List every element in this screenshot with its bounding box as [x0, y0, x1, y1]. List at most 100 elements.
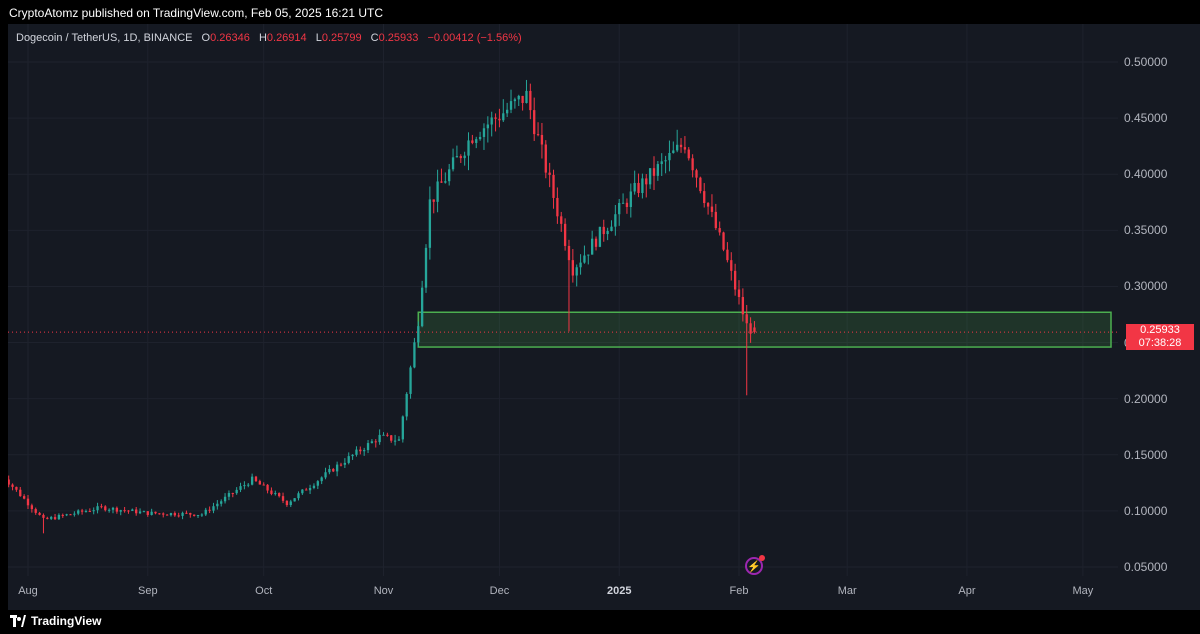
candle-body — [598, 226, 602, 247]
candle-body — [332, 468, 335, 472]
candle-body — [710, 206, 714, 212]
candle-body — [714, 211, 717, 229]
candle-body — [366, 443, 370, 451]
candle-body — [138, 511, 142, 514]
candle-body — [494, 117, 497, 119]
candle-body — [107, 509, 111, 511]
candle-body — [679, 144, 683, 148]
time-tick-label: Aug — [18, 585, 38, 597]
candle-body — [57, 514, 61, 520]
time-tick-label: Nov — [373, 585, 394, 597]
candle-body — [204, 509, 207, 515]
candle-body — [417, 326, 420, 343]
close-value: 0.25933 — [378, 32, 419, 44]
candle-body — [664, 160, 667, 162]
candle-body — [308, 487, 312, 491]
candle-body — [413, 342, 416, 368]
candle-body — [621, 202, 625, 204]
candle-body — [668, 152, 671, 161]
candle-body — [656, 164, 660, 176]
time-tick-label: 2025 — [606, 585, 632, 597]
candle-body — [645, 178, 648, 185]
candle-body — [405, 393, 408, 417]
candle-body — [343, 462, 347, 465]
candle-body — [316, 481, 319, 486]
candle-body — [699, 177, 702, 192]
candle-body — [575, 267, 578, 276]
change-value: −0.00412 (−1.56%) — [427, 32, 522, 44]
candle-body — [490, 117, 493, 125]
candle-body — [459, 156, 462, 159]
footer: TradingView — [0, 610, 1200, 634]
time-tick-label: Sep — [137, 585, 158, 597]
candle-body — [335, 464, 339, 472]
candle-body — [165, 514, 169, 516]
candle-body — [722, 232, 725, 250]
candle-body — [154, 511, 157, 514]
candle-body — [374, 441, 377, 443]
candle-body — [467, 140, 470, 156]
candle-body — [247, 484, 250, 486]
candle-body — [749, 323, 752, 334]
tradingview-icon — [10, 615, 26, 627]
candle-body — [533, 110, 536, 135]
candle-body — [544, 144, 547, 173]
candle-body — [100, 506, 103, 508]
candle-body — [455, 156, 459, 158]
time-tick-label: Dec — [489, 585, 510, 597]
candle-body — [502, 113, 505, 121]
candle-body — [250, 476, 254, 485]
candle-body — [88, 511, 91, 513]
candle-body — [529, 90, 532, 111]
candle-body — [718, 228, 721, 233]
open-label: O — [201, 32, 211, 44]
candle-body — [30, 505, 34, 510]
candle-body — [53, 517, 57, 520]
open-value: 0.26346 — [210, 32, 250, 44]
candle-body — [61, 514, 64, 516]
candle-body — [548, 172, 551, 175]
candle-body — [262, 484, 265, 486]
time-tick-label: Mar — [837, 585, 857, 597]
time-tick-label: Feb — [729, 585, 749, 597]
candle-body — [587, 254, 590, 256]
candle-body — [80, 510, 84, 512]
price-tick-label: 0.10000 — [1124, 503, 1168, 518]
candle-body — [150, 511, 153, 515]
candle-body — [482, 128, 486, 137]
candle-body — [347, 456, 350, 463]
candle-body — [274, 493, 277, 495]
candle-body — [227, 493, 231, 497]
bar-countdown: 07:38:28 — [1138, 337, 1182, 350]
candle-body — [637, 182, 640, 194]
candle-body — [77, 510, 80, 514]
candle-body — [73, 513, 76, 515]
candle-body — [602, 226, 605, 235]
candle-body — [409, 367, 412, 394]
lightning-icon[interactable]: ⚡ — [745, 555, 765, 575]
candle-body — [208, 509, 211, 511]
candle-body — [517, 95, 520, 100]
brand-name: TradingView — [31, 614, 102, 628]
candle-body — [691, 158, 694, 171]
candle-body — [571, 260, 575, 276]
candle-body — [382, 434, 385, 436]
candle-body — [19, 489, 22, 497]
candle-body — [436, 181, 439, 202]
candle-body — [158, 513, 161, 515]
candle-body — [281, 496, 285, 501]
candle-body — [123, 510, 126, 512]
candle-body — [579, 262, 582, 268]
plot-area[interactable] — [8, 24, 1128, 594]
last-price-tag: 0.25933 07:38:28 — [1126, 324, 1194, 351]
candle-body — [142, 511, 146, 513]
candle-body — [478, 136, 482, 140]
tradingview-logo[interactable]: TradingView — [10, 614, 101, 628]
candle-body — [420, 287, 424, 327]
candle-body — [220, 501, 223, 504]
chart-pane[interactable]: Dogecoin / TetherUS, 1D, BINANCE O0.2634… — [8, 24, 1200, 610]
price-tick-label: 0.15000 — [1124, 447, 1168, 462]
candle-body — [521, 95, 524, 104]
candle-body — [370, 441, 374, 444]
candle-body — [687, 149, 690, 159]
